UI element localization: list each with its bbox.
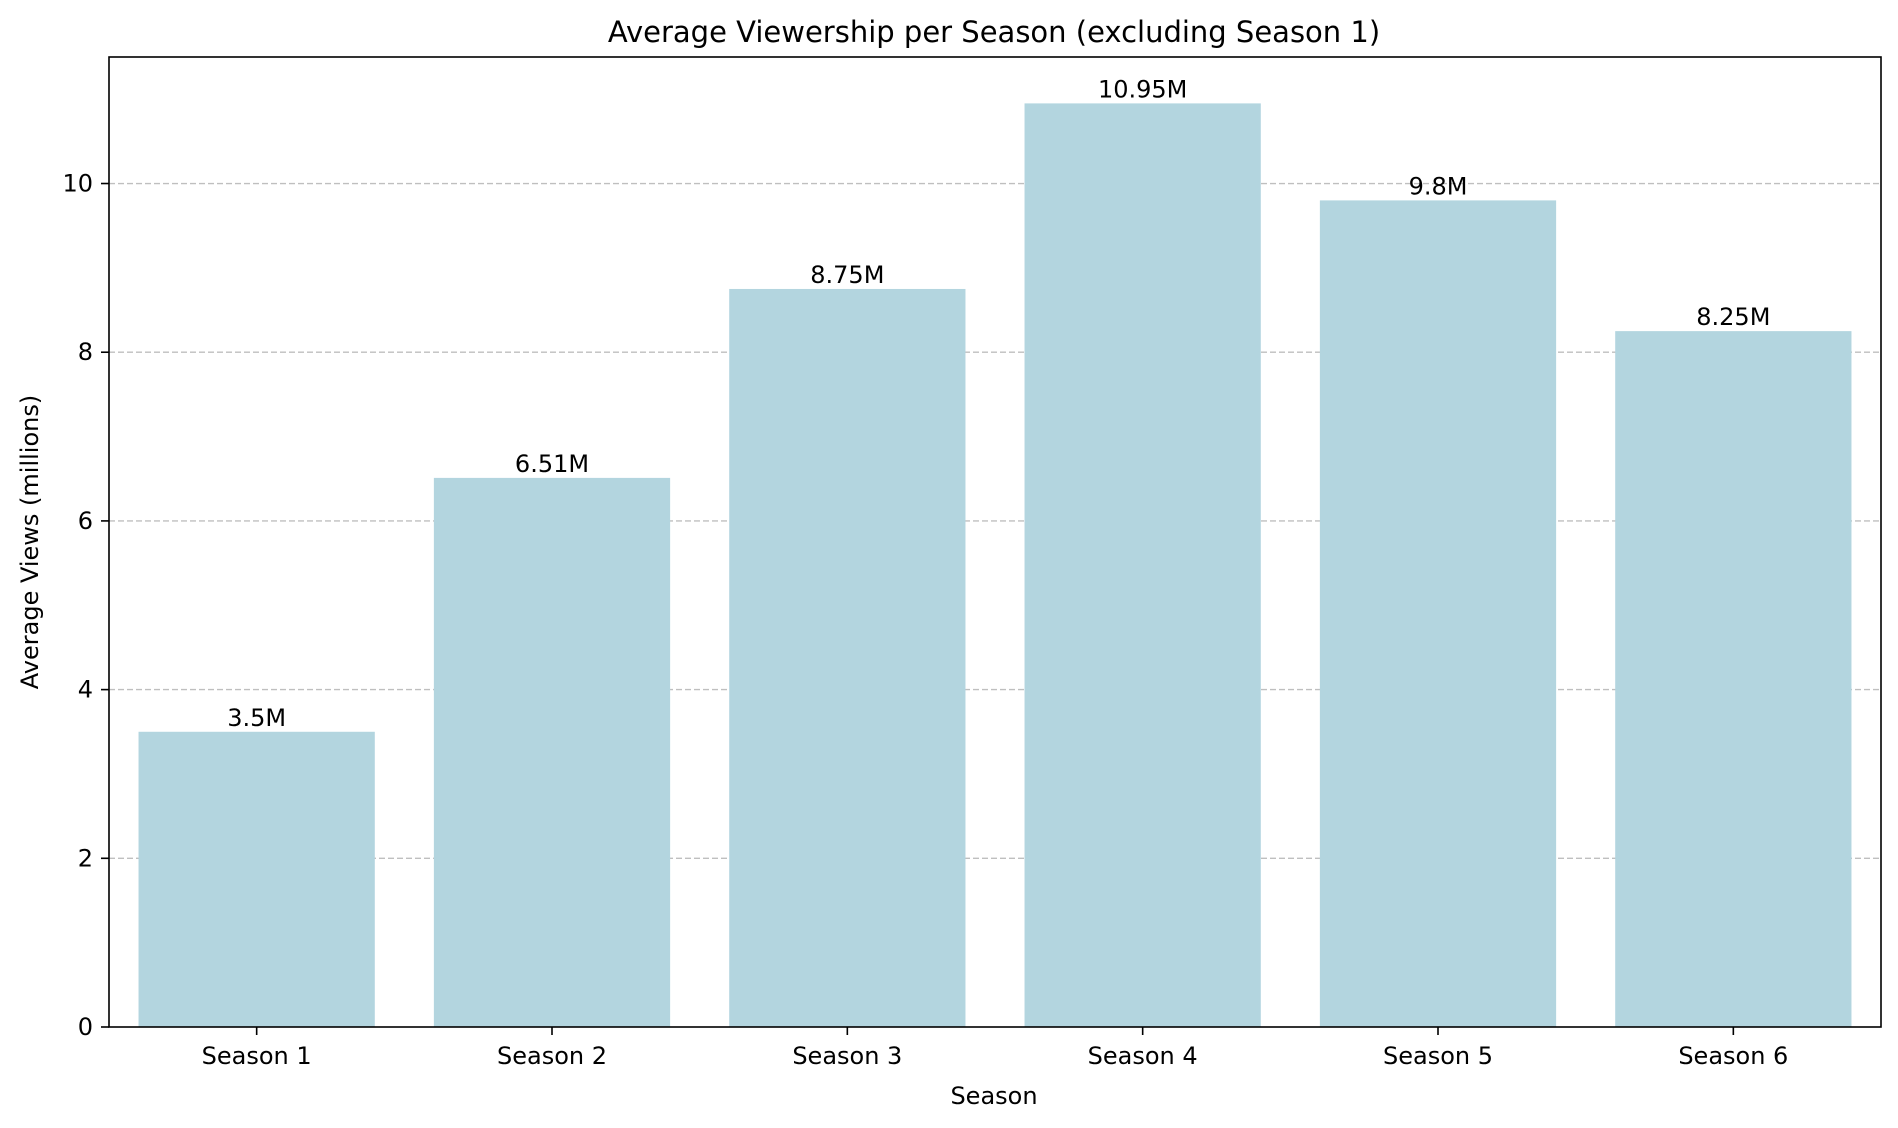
x-tick-label-season-4: Season 4 [1088, 1042, 1198, 1070]
data-label-season-3: 8.75M [810, 261, 884, 289]
bar-season-2 [433, 477, 671, 1028]
y-tick-label-4: 4 [78, 676, 93, 704]
chart-title: Average Viewership per Season (excluding… [608, 15, 1380, 49]
bar-season-4 [1024, 103, 1261, 1028]
x-axis-label: Season [950, 1082, 1037, 1110]
y-tick-label-0: 0 [78, 1013, 93, 1041]
y-axis-label: Average Views (millions) [16, 395, 44, 689]
y-tick-label-2: 2 [78, 844, 93, 872]
y-tick-label-6: 6 [78, 507, 93, 535]
bars [138, 103, 1852, 1028]
data-label-season-2: 6.51M [515, 450, 589, 478]
data-label-season-1: 3.5M [227, 704, 286, 732]
y-tick-label-8: 8 [78, 338, 93, 366]
data-labels: 3.5M 6.51M 8.75M 10.95M 9.8M 8.25M [227, 75, 1770, 731]
x-tick-label-season-5: Season 5 [1383, 1042, 1493, 1070]
bar-season-6 [1615, 331, 1852, 1027]
bar-season-3 [729, 288, 966, 1027]
y-axis: 0 2 4 6 8 10 [62, 170, 109, 1041]
data-label-season-4: 10.95M [1098, 75, 1187, 103]
y-tick-label-10: 10 [62, 170, 93, 198]
data-label-season-6: 8.25M [1696, 303, 1770, 331]
x-tick-label-season-2: Season 2 [497, 1042, 607, 1070]
x-tick-label-season-1: Season 1 [202, 1042, 312, 1070]
data-label-season-5: 9.8M [1409, 172, 1468, 200]
x-axis: Season 1 Season 2 Season 3 Season 4 Season 5… [202, 1027, 1788, 1070]
x-tick-label-season-3: Season 3 [792, 1042, 902, 1070]
bar-season-5 [1319, 200, 1557, 1028]
gridlines [109, 182, 1881, 860]
plot-frame [108, 56, 1882, 1028]
x-tick-label-season-6: Season 6 [1678, 1042, 1788, 1070]
bar-season-1 [138, 731, 375, 1027]
